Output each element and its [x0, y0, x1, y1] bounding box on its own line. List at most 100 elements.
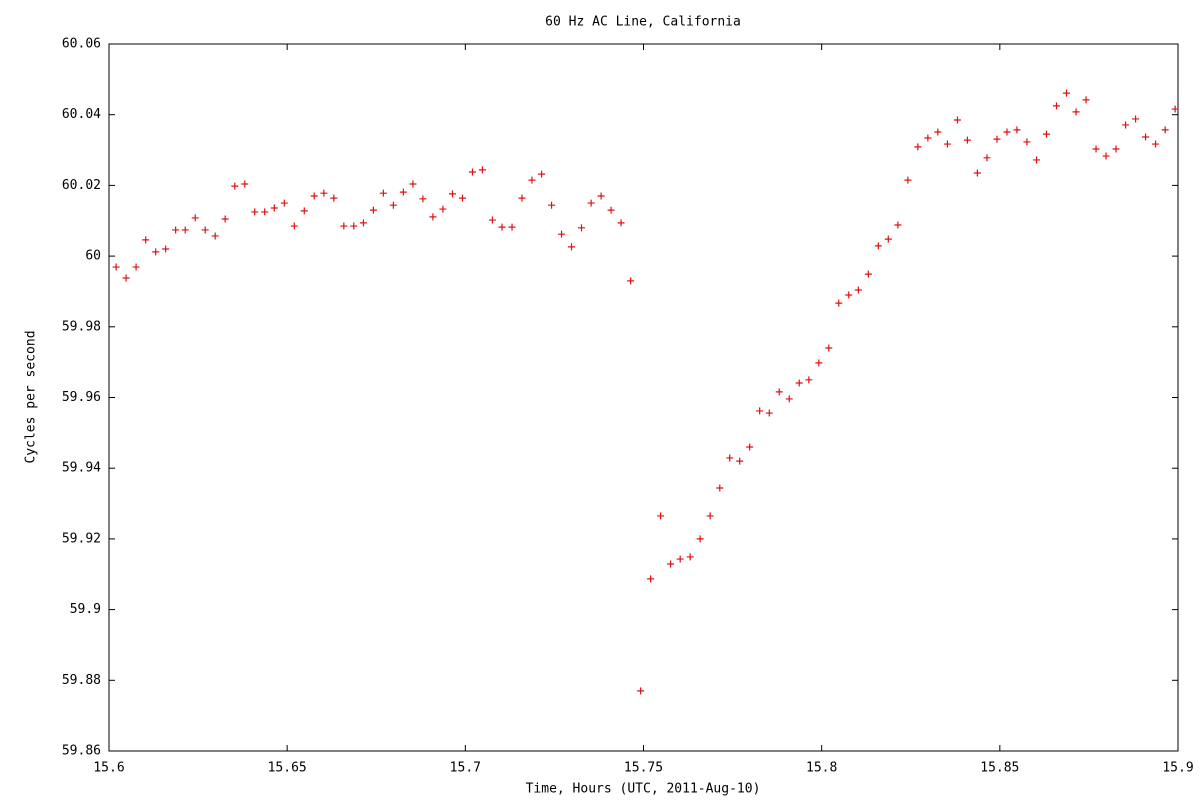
point: [201, 226, 209, 234]
y-tick-label: 59.94: [62, 461, 101, 476]
point: [1033, 156, 1041, 164]
point: [627, 277, 635, 285]
point: [508, 223, 516, 231]
x-tick-label: 15.65: [268, 761, 307, 776]
point: [538, 170, 546, 178]
point: [835, 299, 843, 307]
point: [191, 214, 199, 222]
point: [231, 182, 239, 190]
point: [468, 168, 476, 176]
point: [350, 222, 358, 230]
point: [815, 359, 823, 367]
point: [340, 222, 348, 230]
point: [963, 136, 971, 144]
point: [211, 232, 219, 240]
point: [617, 219, 625, 227]
point: [1161, 126, 1169, 134]
x-tick-label: 15.8: [806, 761, 837, 776]
y-tick-label: 60.06: [62, 37, 101, 52]
point: [488, 216, 496, 224]
point: [607, 206, 615, 214]
point: [864, 270, 872, 278]
point: [142, 236, 150, 244]
point: [1122, 121, 1130, 129]
y-tick-label: 59.9: [70, 602, 101, 617]
point: [1102, 152, 1110, 160]
point: [1043, 130, 1051, 138]
point: [379, 189, 387, 197]
point: [1092, 145, 1100, 153]
point: [181, 226, 189, 234]
point: [1171, 105, 1179, 113]
point: [280, 199, 288, 207]
point: [369, 206, 377, 214]
point: [805, 376, 813, 384]
point: [756, 407, 764, 415]
x-tick-label: 15.85: [980, 761, 1019, 776]
point: [122, 274, 130, 282]
point: [736, 457, 744, 465]
point: [528, 176, 536, 184]
point: [1062, 89, 1070, 97]
point: [726, 454, 734, 462]
y-tick-label: 60: [85, 249, 101, 264]
point: [716, 484, 724, 492]
point: [934, 128, 942, 136]
point: [696, 535, 704, 543]
point: [884, 235, 892, 243]
point: [953, 116, 961, 124]
point: [241, 180, 249, 188]
point: [429, 213, 437, 221]
point: [577, 224, 585, 232]
point: [667, 560, 675, 568]
point: [518, 194, 526, 202]
point: [1052, 102, 1060, 110]
point: [785, 395, 793, 403]
point: [389, 201, 397, 209]
y-tick-label: 59.88: [62, 673, 101, 688]
point: [1132, 115, 1140, 123]
point: [548, 201, 556, 209]
point: [172, 226, 180, 234]
point: [270, 204, 278, 212]
point: [439, 205, 447, 213]
point: [746, 443, 754, 451]
point: [795, 379, 803, 387]
point: [330, 194, 338, 202]
x-tick-label: 15.6: [93, 761, 124, 776]
y-axis-label: Cycles per second: [24, 330, 39, 463]
point: [924, 134, 932, 142]
point: [1082, 96, 1090, 104]
point: [647, 575, 655, 583]
point: [162, 245, 170, 253]
point: [657, 512, 665, 520]
point: [498, 223, 506, 231]
point: [637, 687, 645, 695]
point: [775, 388, 783, 396]
point: [854, 286, 862, 294]
point: [765, 409, 773, 417]
y-tick-label: 59.98: [62, 319, 101, 334]
point: [320, 189, 328, 197]
point: [1072, 108, 1080, 116]
point: [1023, 138, 1031, 146]
point: [983, 154, 991, 162]
point: [458, 194, 466, 202]
point: [676, 555, 684, 563]
y-tick-label: 60.04: [62, 107, 101, 122]
y-tick-label: 60.02: [62, 178, 101, 193]
point: [825, 344, 833, 352]
point: [251, 208, 259, 216]
point: [943, 140, 951, 148]
point: [449, 190, 457, 198]
y-tick-label: 59.92: [62, 531, 101, 546]
x-tick-label: 15.75: [624, 761, 663, 776]
point: [845, 291, 853, 299]
point: [706, 512, 714, 520]
point: [152, 248, 160, 256]
point: [409, 180, 417, 188]
point: [904, 176, 912, 184]
